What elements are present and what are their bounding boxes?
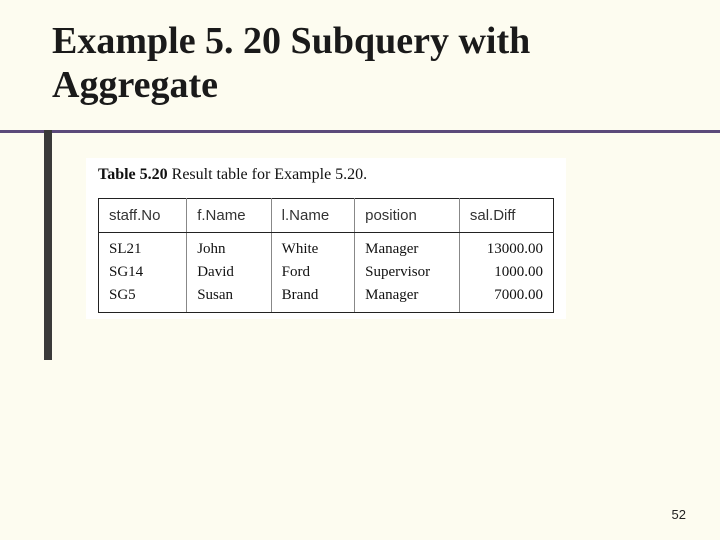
table-row: SG5 Susan Brand Manager 7000.00	[99, 284, 554, 313]
slide: Example 5. 20 Subquery with Aggregate Ta…	[0, 0, 720, 540]
cell: Ford	[271, 261, 354, 284]
cell: SG14	[99, 261, 187, 284]
caption-rest: Result table for Example 5.20.	[168, 166, 368, 183]
accent-bar	[44, 130, 52, 360]
cell: 7000.00	[459, 284, 553, 313]
page-number: 52	[672, 507, 686, 522]
cell: SL21	[99, 233, 187, 262]
cell: Supervisor	[355, 261, 460, 284]
result-table-panel: Table 5.20 Result table for Example 5.20…	[86, 158, 566, 319]
cell: David	[187, 261, 271, 284]
table-header-row: staff.No f.Name l.Name position sal.Diff	[99, 199, 554, 233]
col-position: position	[355, 199, 460, 233]
title-underline	[0, 130, 720, 133]
table-caption: Table 5.20 Result table for Example 5.20…	[98, 166, 554, 184]
title-line-2: Aggregate	[52, 64, 218, 106]
title-line-1: Example 5. 20 Subquery with	[52, 20, 530, 62]
col-fname: f.Name	[187, 199, 271, 233]
table-row: SG14 David Ford Supervisor 1000.00	[99, 261, 554, 284]
table-row: SL21 John White Manager 13000.00	[99, 233, 554, 262]
slide-title: Example 5. 20 Subquery with Aggregate	[52, 20, 530, 107]
cell: Brand	[271, 284, 354, 313]
col-saldiff: sal.Diff	[459, 199, 553, 233]
cell: 1000.00	[459, 261, 553, 284]
col-lname: l.Name	[271, 199, 354, 233]
cell: Susan	[187, 284, 271, 313]
cell: John	[187, 233, 271, 262]
cell: Manager	[355, 233, 460, 262]
caption-bold: Table 5.20	[98, 166, 168, 183]
cell: White	[271, 233, 354, 262]
col-staffno: staff.No	[99, 199, 187, 233]
cell: 13000.00	[459, 233, 553, 262]
cell: SG5	[99, 284, 187, 313]
result-table: staff.No f.Name l.Name position sal.Diff…	[98, 198, 554, 313]
cell: Manager	[355, 284, 460, 313]
